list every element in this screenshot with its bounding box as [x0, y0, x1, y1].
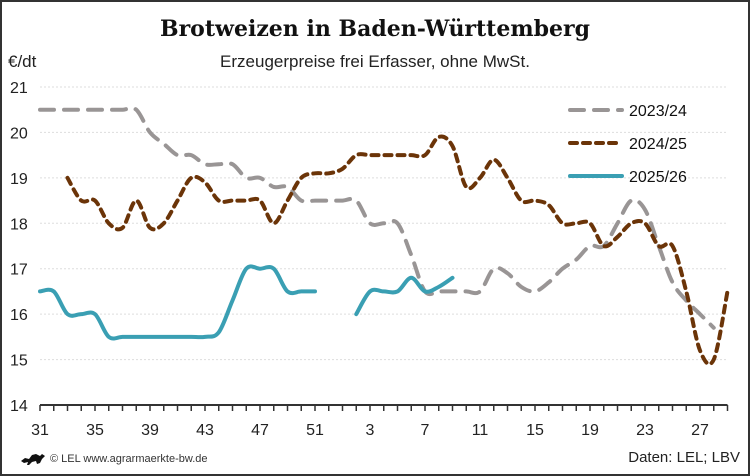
- x-tick-label: 31: [31, 422, 49, 439]
- source-note: Daten: LEL; LBV: [628, 449, 740, 466]
- x-tick-label: 11: [472, 422, 489, 439]
- chart-title: Brotweizen in Baden-Württemberg: [160, 16, 590, 42]
- credit: © LEL www.agrarmaerkte-bw.de: [20, 452, 208, 466]
- x-tick-label: 23: [636, 422, 654, 439]
- lion-icon: [21, 454, 45, 465]
- x-tick-label: 3: [366, 422, 375, 439]
- y-tick-label: 19: [10, 171, 28, 188]
- credit-text: © LEL www.agrarmaerkte-bw.de: [50, 453, 208, 465]
- legend-label: 2025/26: [629, 169, 687, 186]
- x-tick-label: 27: [691, 422, 709, 439]
- y-axis-label: €/dt: [8, 52, 37, 71]
- series-line-2025-26: [354, 275, 455, 317]
- y-tick-label: 18: [10, 216, 28, 233]
- y-tick-label: 20: [10, 125, 28, 142]
- x-tick-label: 51: [306, 422, 324, 439]
- x-tick-label: 7: [421, 422, 430, 439]
- series-line-2023-24: [38, 106, 716, 330]
- legend-label: 2023/24: [629, 103, 687, 120]
- y-tick-label: 17: [10, 262, 28, 279]
- x-tick-label: 19: [581, 422, 599, 439]
- series-line-2025-26: [38, 264, 317, 341]
- x-tick-label: 39: [141, 422, 159, 439]
- y-tick-label: 21: [10, 80, 28, 97]
- legend-label: 2024/25: [629, 136, 687, 153]
- chart-subtitle: Erzeugerpreise frei Erfasser, ohne MwSt.: [220, 52, 530, 71]
- plot-area: 14 15 16 17 18 19 20 21 31 35 39 43 47 51 3 7 11 15 19 23 27…: [10, 80, 730, 439]
- x-tick-label: 43: [196, 422, 214, 439]
- x-tick-label: 47: [251, 422, 269, 439]
- series-line-2024-25: [65, 134, 730, 367]
- x-tick-label: 35: [86, 422, 104, 439]
- y-tick-label: 16: [10, 307, 28, 324]
- x-tick-label: 15: [526, 422, 544, 439]
- y-tick-label: 15: [10, 353, 28, 370]
- y-tick-label: 14: [10, 398, 28, 415]
